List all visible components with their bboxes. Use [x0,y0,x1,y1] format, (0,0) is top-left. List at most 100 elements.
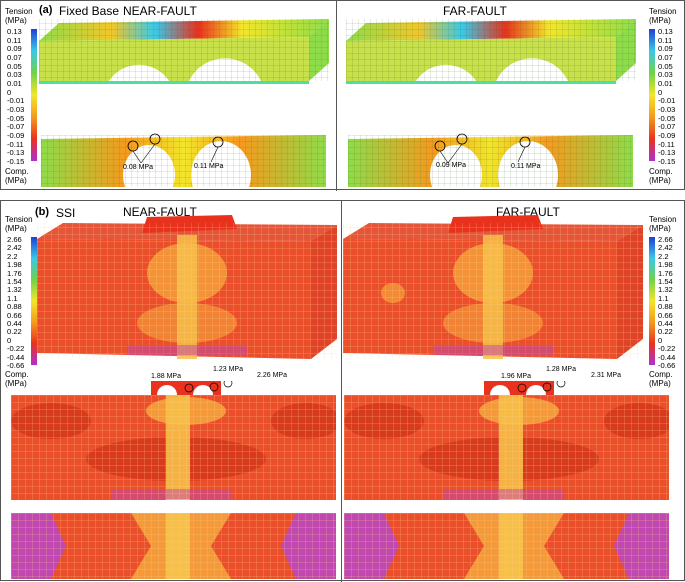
scale-tick-label: 0.44 [7,319,22,328]
scale-tick-label: -0.07 [658,122,676,132]
scale-tick-label: 0.03 [658,70,673,80]
scale-unit-label-bottom: (MPa) [649,176,671,185]
scale-tick-label: 1.1 [658,293,669,303]
far-fault-bridge-elevation [348,133,633,189]
scale-tick-label: 0.11 [658,35,673,45]
scale-tick-label: -0.01 [658,96,676,106]
scale-tick-label: 0.07 [7,53,22,62]
panel-a-subtitle: Fixed Base [59,4,120,18]
scale-tick-label: 0.88 [658,302,673,312]
far-annotation-2: 1.28 MPa [546,366,576,373]
scale-tick-label: 2.2 [7,251,18,261]
scale-tick-label: 1.98 [7,260,22,270]
scale-tension-label: Tension [5,215,33,224]
scale-tick-label: 0 [658,335,663,345]
scale-tick-label: -0.03 [658,105,676,114]
scale-tick-label: 2.42 [7,243,22,253]
scale-tick-label: 1.54 [658,277,673,286]
scale-tension-label: Tension [5,7,33,16]
scale-tick-label: -0.15 [658,157,676,166]
panel-b-right-color-scale: Tension (MPa) 2.66 2.42 2.2 1.98 1.76 1.54 1.3… [649,215,685,388]
panel-b-ssi: (b) SSI NEAR-FAULT FAR-FAULT Tension (MP… [0,200,685,582]
scale-tick-label: 1.32 [7,285,22,295]
panel-a-fixed-base: (a) Fixed Base NEAR-FAULT FAR-FAULT Tens… [0,0,685,191]
scale-tick-label: 0.22 [658,327,673,337]
panel-a-tag: (a) [39,4,53,16]
scale-comp-label: Comp. [5,370,29,379]
scale-tick-label: 0.11 [7,35,22,45]
scale-tick-label: 1.76 [7,268,22,278]
scale-tick-label: -0.07 [7,122,25,132]
panel-b-near-title: NEAR-FAULT [123,205,197,219]
color-bar [31,29,37,161]
panel-a-divider [336,1,337,191]
near-annotation-1: 1.88 MPa [151,373,181,380]
scale-tick-label: 0.05 [7,61,22,71]
panel-a-far-title: FAR-FAULT [443,4,507,18]
near-annotation-3: 2.26 MPa [257,372,287,379]
panel-a-left-color-scale: Tension (MPa) 0.13 0.11 0.09 0.07 0.05 0.03 0.… [5,7,45,187]
scale-comp-label: Comp. [649,370,673,379]
scale-comp-label: Comp. [5,167,29,176]
scale-tick-label: -0.11 [7,139,24,149]
panel-b-far-title: FAR-FAULT [496,205,560,219]
scale-tick-label: 0.09 [7,44,22,54]
scale-tick-label: -0.15 [7,157,25,166]
scale-tick-label: -0.44 [7,352,25,362]
scale-tick-label: 0.01 [7,79,22,88]
scale-tick-label: 1.76 [658,268,673,278]
near-annotation-2: 1.23 MPa [213,366,243,373]
panel-a-near-title: NEAR-FAULT [123,4,197,18]
near-fault-bridge-3d [39,19,329,84]
scale-unit-label-bottom: (MPa) [5,379,27,388]
scale-tick-label: 1.98 [658,260,673,270]
scale-tick-label: 0.13 [7,27,22,36]
color-bar [31,237,37,365]
near-fault-soil-plan [11,513,336,579]
scale-tick-label: 2.66 [658,235,673,244]
near-fault-soil-block-3d [37,215,337,359]
scale-unit-label-bottom: (MPa) [649,379,671,388]
scale-tension-label: Tension [649,7,677,16]
scale-tick-label: -0.05 [658,113,676,123]
near-annotation-1: 0.08 MPa [123,164,153,171]
panel-b-divider [341,201,342,582]
scale-unit-label: (MPa) [649,16,671,25]
panel-b-subtitle: SSI [56,206,76,220]
scale-tick-label: 0 [7,335,12,345]
scale-tick-label: -0.09 [7,131,25,140]
far-annotation-1: 1.96 MPa [501,373,531,380]
near-annotation-2: 0.11 MPa [194,163,224,170]
scale-tick-label: 1.32 [658,285,673,295]
scale-tick-label: -0.66 [7,361,25,370]
scale-tick-label: -0.44 [658,352,676,362]
near-fault-soil-elevation [11,381,336,500]
scale-tick-label: 0.22 [7,327,22,337]
far-annotation-2: 0.11 MPa [511,163,541,170]
far-fault-soil-elevation [344,381,669,500]
panel-b-tag: (b) [35,206,50,218]
far-fault-soil-plan [344,513,669,579]
far-annotation-1: 0.09 MPa [436,162,466,169]
scale-tick-label: -0.11 [658,139,675,149]
scale-tick-label: 2.66 [7,235,22,244]
scale-unit-label: (MPa) [649,224,671,233]
scale-tick-label: -0.01 [7,96,25,106]
scale-tick-label: 1.54 [7,277,22,286]
scale-tick-label: 1.1 [7,293,18,303]
scale-tick-label: -0.22 [7,344,25,354]
scale-tick-label: 0.05 [658,61,673,71]
scale-tick-label: -0.03 [7,105,25,114]
scale-tick-label: 0.88 [7,302,22,312]
scale-tick-label: 2.2 [658,251,669,261]
scale-tick-label: -0.13 [7,148,25,158]
scale-tick-label: 0.01 [658,79,673,88]
scale-tick-label: 0 [658,87,663,97]
color-bar [649,29,655,161]
scale-tick-label: -0.09 [658,131,676,140]
scale-tick-label: 0.13 [658,27,673,36]
far-fault-bridge-3d [346,19,636,84]
near-fault-bridge-elevation [41,133,326,189]
far-fault-soil-block-3d [343,215,643,359]
scale-tick-label: 0 [7,87,12,97]
